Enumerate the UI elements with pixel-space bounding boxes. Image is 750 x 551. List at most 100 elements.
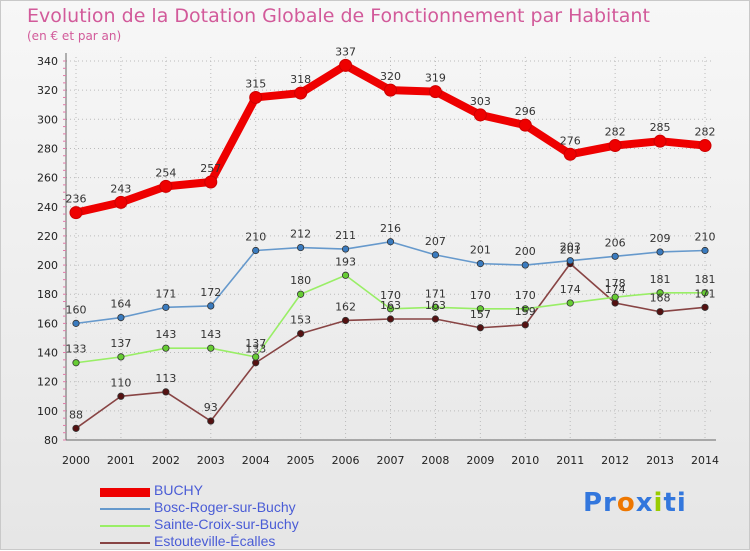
data-point — [653, 134, 667, 148]
x-tick-label: 2002 — [152, 454, 180, 467]
y-tick-label: 120 — [37, 376, 58, 389]
data-label: 319 — [425, 72, 446, 85]
legend-swatch — [100, 525, 150, 527]
chart-subtitle: (en € et par an) — [27, 29, 122, 43]
data-label: 216 — [380, 222, 401, 235]
y-tick-label: 320 — [37, 84, 58, 97]
data-point — [207, 344, 215, 352]
x-tick-label: 2010 — [511, 454, 539, 467]
data-point — [698, 139, 712, 153]
data-label: 159 — [515, 305, 536, 318]
y-tick-label: 240 — [37, 201, 58, 214]
data-point — [431, 315, 440, 323]
data-label: 137 — [110, 337, 131, 350]
legend-swatch — [100, 508, 150, 510]
data-label: 210 — [695, 231, 716, 244]
data-label: 174 — [605, 283, 626, 296]
data-label: 201 — [560, 244, 581, 257]
data-point — [518, 118, 532, 132]
y-tick-label: 100 — [37, 405, 58, 418]
y-tick-label: 220 — [37, 230, 58, 243]
data-label: 285 — [650, 121, 671, 134]
y-tick-label: 260 — [37, 172, 58, 185]
data-label: 282 — [695, 126, 716, 139]
x-tick-label: 2013 — [646, 454, 674, 467]
data-label: 171 — [425, 287, 446, 300]
data-label: 243 — [110, 182, 131, 195]
data-point — [117, 392, 125, 400]
data-point — [611, 293, 619, 301]
data-point — [252, 353, 260, 361]
x-tick-label: 2012 — [601, 454, 629, 467]
data-label: 110 — [110, 376, 131, 389]
data-point — [476, 260, 484, 268]
y-tick-label: 340 — [37, 55, 58, 68]
data-label: 113 — [155, 372, 176, 385]
data-label: 143 — [200, 328, 221, 341]
data-label: 318 — [290, 73, 311, 86]
y-tick-label: 80 — [44, 434, 58, 447]
data-label: 181 — [650, 273, 671, 286]
x-tick-label: 2011 — [556, 454, 584, 467]
data-point — [114, 195, 128, 209]
data-point — [207, 302, 215, 310]
data-label: 207 — [425, 235, 446, 248]
data-label: 164 — [110, 298, 131, 311]
data-point — [69, 206, 83, 220]
data-point — [341, 316, 350, 325]
data-point — [701, 246, 709, 255]
x-tick-label: 2014 — [691, 454, 719, 467]
logo-part: i — [653, 488, 664, 518]
data-label: 282 — [605, 126, 626, 139]
data-label: 315 — [245, 77, 266, 90]
data-label: 137 — [245, 337, 266, 350]
data-label: 174 — [560, 283, 581, 296]
data-label: 163 — [425, 299, 446, 312]
data-point — [521, 305, 529, 313]
data-point — [656, 289, 664, 297]
data-point — [72, 424, 80, 432]
data-label: 153 — [290, 314, 311, 327]
data-point — [297, 290, 305, 298]
data-label: 212 — [290, 228, 311, 241]
data-label: 171 — [695, 287, 716, 300]
data-point — [563, 147, 577, 161]
data-label: 160 — [66, 303, 87, 316]
legend-label: Sainte-Croix-sur-Buchy — [154, 516, 299, 532]
data-point — [656, 248, 664, 256]
data-point — [72, 359, 80, 367]
logo-part: Pr — [583, 488, 617, 518]
x-tick-label: 2000 — [62, 454, 90, 467]
legend-label: Estouteville-Écalles — [154, 533, 276, 549]
data-point — [608, 139, 622, 153]
data-point — [249, 90, 263, 104]
data-point — [386, 305, 395, 313]
logo-part: x — [635, 488, 654, 518]
data-label: 303 — [470, 95, 491, 108]
data-label: 276 — [560, 134, 581, 147]
data-label: 172 — [200, 286, 221, 299]
data-label: 236 — [66, 193, 87, 206]
data-point — [252, 246, 260, 255]
data-point — [386, 315, 395, 323]
y-tick-label: 300 — [37, 113, 58, 126]
x-tick-label: 2008 — [421, 454, 449, 467]
data-point — [162, 303, 170, 311]
data-label: 133 — [245, 343, 266, 356]
data-label: 170 — [515, 289, 536, 302]
data-point — [162, 344, 170, 352]
data-label: 193 — [335, 255, 356, 268]
data-label: 168 — [650, 292, 671, 305]
data-point — [611, 252, 619, 260]
data-point — [162, 388, 170, 396]
y-tick-label: 280 — [37, 142, 58, 155]
data-label: 157 — [470, 308, 491, 321]
x-tick-label: 2005 — [287, 454, 315, 467]
data-label: 88 — [69, 408, 83, 421]
data-label: 211 — [335, 229, 356, 242]
data-point — [297, 243, 305, 252]
data-point — [386, 238, 395, 246]
data-label: 254 — [155, 166, 176, 179]
x-tick-label: 2003 — [197, 454, 225, 467]
